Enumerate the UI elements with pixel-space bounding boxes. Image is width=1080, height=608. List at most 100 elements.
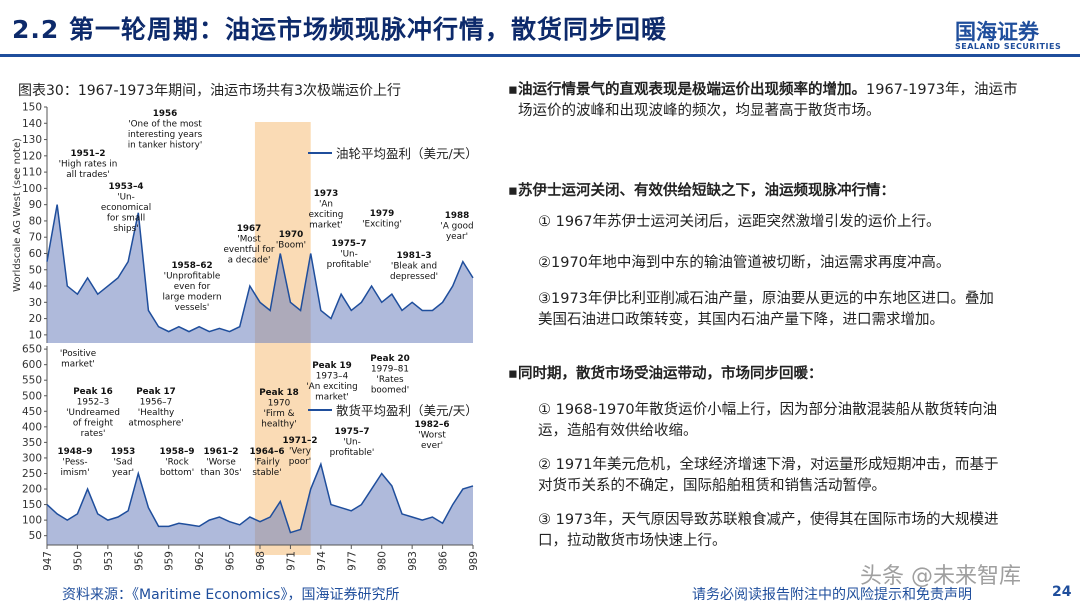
y-tick-label: 20 xyxy=(29,313,42,325)
y-tick-label: 50 xyxy=(29,530,42,542)
annotation: 'An exciting xyxy=(306,382,357,392)
annotation: 'Un- xyxy=(340,250,358,260)
annotation: of freight xyxy=(73,419,114,429)
annotation: 'Rates xyxy=(376,375,404,385)
y-tick-label: 300 xyxy=(22,452,42,464)
x-tick-label: 1953 xyxy=(103,551,115,570)
annotation: 1975–7 xyxy=(334,427,369,437)
annotation: rates' xyxy=(81,429,106,439)
annotation: 'Worse xyxy=(206,458,236,468)
annotation: 1979–81 xyxy=(371,365,409,375)
annotation: 1967 xyxy=(237,224,261,234)
x-tick-label: 1986 xyxy=(438,551,450,570)
annotation: 1988 xyxy=(445,211,469,221)
y-tick-label: 250 xyxy=(22,468,42,480)
bullet: ▪ xyxy=(508,366,518,382)
annotation: than 30s' xyxy=(201,468,242,478)
bold-text: 同时期，散货市场受油运带动，市场同步回暖： xyxy=(518,366,823,382)
annotation: 'One of the most xyxy=(128,120,202,130)
annotation: Peak 16 xyxy=(73,387,113,397)
annotation: 'Un- xyxy=(117,193,135,203)
annotation: market' xyxy=(315,393,349,403)
y-tick-label: 400 xyxy=(22,421,42,433)
y-tick-label: 40 xyxy=(29,281,42,293)
annotation: 1953–4 xyxy=(108,182,143,192)
x-tick-label: 1956 xyxy=(133,551,145,570)
annotation: Peak 18 xyxy=(259,388,299,398)
series-area xyxy=(47,464,473,545)
annotation: eventful for xyxy=(223,245,274,255)
y-tick-label: 500 xyxy=(22,390,42,402)
figure-caption: 图表30：1967-1973年期间，油运市场共有3次极端运价上行 xyxy=(18,83,402,99)
annotation: depressed' xyxy=(390,272,438,282)
y-tick-label: 60 xyxy=(29,248,42,260)
annotation: profitable' xyxy=(330,448,375,458)
annotation: 'A good xyxy=(440,222,473,232)
watermark: 头条 @未来智库 xyxy=(860,564,1021,589)
y-tick-label: 80 xyxy=(29,215,42,227)
x-tick-label: 1971 xyxy=(285,551,297,570)
x-tick-label: 1989 xyxy=(468,551,480,570)
legend-label: 油轮平均盈利（美元/天） xyxy=(336,146,478,161)
x-tick-label: 1968 xyxy=(255,551,267,570)
annotation: 'Exciting' xyxy=(362,220,402,230)
x-tick-label: 1977 xyxy=(346,551,358,570)
logo: 国海证券 xyxy=(955,20,1039,44)
annotation: 1970 xyxy=(268,399,291,409)
annotation: 'An xyxy=(319,200,333,210)
annotation: 1964–6 xyxy=(249,447,284,457)
y-tick-label: 10 xyxy=(29,329,42,341)
logo-en: SEALAND SECURITIES xyxy=(955,42,1062,51)
annotation: interesting years xyxy=(128,130,203,140)
y-tick-label: 110 xyxy=(22,167,42,179)
list-item: ③1973年伊比利亚削减石油产量，原油要从更远的中东地区进口。叠加美国石油进口政… xyxy=(538,291,994,328)
annotation: Peak 17 xyxy=(136,387,176,397)
x-tick-label: 1980 xyxy=(377,551,389,570)
bullet: ▪ xyxy=(508,183,518,199)
list-item: ② 1971年美元危机，全球经济增速下滑，对运量形成短期冲击，而基于对货币关系的… xyxy=(538,457,999,494)
annotation: 1961–2 xyxy=(203,447,238,457)
y-tick-label: 150 xyxy=(22,499,42,511)
annotation: 1948–9 xyxy=(57,447,92,457)
y-axis-label: Worldscale AG West (see note) xyxy=(12,138,23,292)
annotation: imism' xyxy=(60,468,89,478)
title-rule xyxy=(0,54,1080,57)
page-number: 24 xyxy=(1052,584,1072,600)
x-tick-label: 1974 xyxy=(316,551,328,570)
annotation: ships' xyxy=(113,224,138,234)
annotation: for small xyxy=(107,214,145,224)
annotation: 'Rock xyxy=(165,458,189,468)
y-tick-label: 50 xyxy=(29,264,42,276)
x-tick-label: 1950 xyxy=(72,551,84,570)
bold-text: 苏伊士运河关闭、有效供给短缺之下，油运频现脉冲行情： xyxy=(518,183,895,199)
annotation: 1952–3 xyxy=(77,398,109,408)
annotation: 'Healthy xyxy=(138,408,175,418)
annotation: 1973–4 xyxy=(316,372,349,382)
annotation: 1971–2 xyxy=(282,436,317,446)
annotation: 'Fairly xyxy=(254,458,280,468)
annotation: 1975–7 xyxy=(331,239,366,249)
annotation: year' xyxy=(112,468,134,478)
annotation: 'Boom' xyxy=(276,241,306,251)
y-tick-label: 70 xyxy=(29,232,42,244)
section-heading: ▪ 苏伊士运河关闭、有效供给短缺之下，油运频现脉冲行情： xyxy=(508,181,1018,202)
annotation: ever' xyxy=(421,441,443,451)
y-tick-label: 650 xyxy=(22,344,42,356)
annotation: 1958–62 xyxy=(171,261,212,271)
x-tick-label: 1947 xyxy=(42,551,54,570)
y-tick-label: 600 xyxy=(22,359,42,371)
y-tick-label: 90 xyxy=(29,199,42,211)
annotation: in tanker history' xyxy=(128,141,203,151)
annotation: 'Un- xyxy=(343,438,361,448)
annotation: 1958–9 xyxy=(159,447,194,457)
annotation: 'Unprofitable xyxy=(164,272,221,282)
y-tick-label: 140 xyxy=(22,118,42,130)
x-tick-label: 1983 xyxy=(407,551,419,570)
y-tick-label: 120 xyxy=(22,150,42,162)
annotation: 1951–2 xyxy=(70,149,105,159)
annotation: 1979 xyxy=(370,209,394,219)
annotation: 'Sad xyxy=(114,458,133,468)
annotation: 1970 xyxy=(279,230,303,240)
annotation: 'Undreamed xyxy=(66,408,120,418)
section-heading: ▪ 同时期，散货市场受油运带动，市场同步回暖： xyxy=(508,364,1018,385)
